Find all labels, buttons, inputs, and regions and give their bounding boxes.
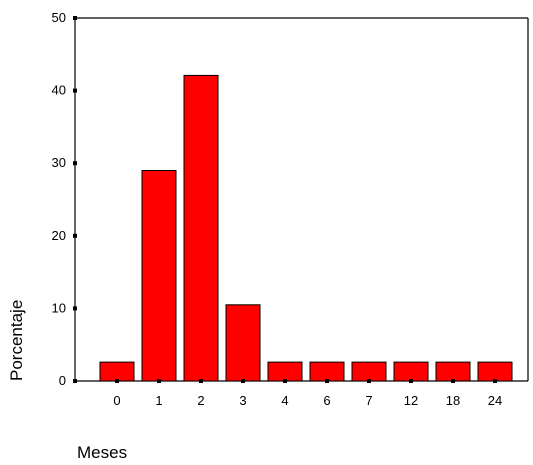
y-tick-label: 0 [59,373,66,388]
x-tick [199,379,203,383]
bar [393,361,429,382]
x-tick [367,379,371,383]
y-tick [73,88,77,93]
bar [351,361,387,382]
y-tick-label: 50 [52,10,66,25]
x-axis-title: Meses [77,443,127,460]
x-tick-label: 7 [365,393,372,408]
bar [99,361,135,382]
x-tick-label: 6 [323,393,330,408]
x-tick-label: 3 [239,393,246,408]
y-axis-title: Porcentaje [7,300,26,381]
y-tick-label: 10 [52,300,66,315]
x-tick [409,379,413,383]
x-tick [493,379,497,383]
x-tick-label: 1 [155,393,162,408]
bar [141,170,177,382]
x-tick [157,379,161,383]
x-tick [283,379,287,383]
x-tick [451,379,455,383]
x-tick-label: 12 [404,393,418,408]
bar [225,304,261,382]
bars-layer [99,74,513,382]
y-tick-label: 40 [52,83,66,98]
x-tick [325,379,329,383]
y-tick-label: 20 [52,228,66,243]
y-tick-label: 30 [52,155,66,170]
x-tick-label: 2 [197,393,204,408]
x-tick-label: 4 [281,393,288,408]
y-tick [73,233,77,238]
x-tick-label: 0 [113,393,120,408]
y-tick [73,161,77,166]
bar [183,74,219,382]
bar [309,361,345,382]
x-tick [115,379,119,383]
bar [477,361,513,382]
x-tick-label: 24 [488,393,502,408]
y-tick [73,379,77,383]
x-tick [241,379,245,383]
y-tick [73,16,77,20]
bar [267,361,303,382]
bar [435,361,471,382]
x-tick-label: 18 [446,393,460,408]
y-tick [73,306,77,311]
